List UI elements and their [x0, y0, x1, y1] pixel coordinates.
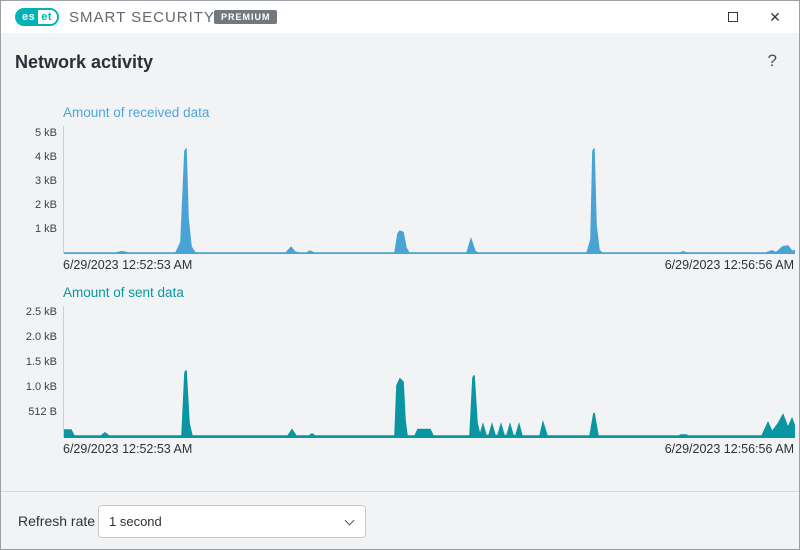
maximize-button[interactable] [719, 4, 747, 30]
sent-area-series [64, 370, 795, 438]
y-axis-tick-label: 1.5 kB [25, 356, 57, 368]
y-axis-tick-label: 5 kB [34, 127, 57, 139]
eset-logo-right: et [38, 10, 58, 24]
y-axis-tick-label: 512 B [28, 406, 57, 418]
y-axis-tick-label: 2.5 kB [25, 306, 57, 318]
x-axis-labels: 6/29/2023 12:52:53 AM 6/29/2023 12:56:56… [63, 258, 794, 274]
y-axis-tick-label: 4 kB [34, 151, 57, 163]
x-axis-start-label: 6/29/2023 12:52:53 AM [63, 258, 193, 272]
product-name: SMART SECURITY [69, 9, 215, 26]
sent-plot [63, 306, 795, 438]
footer-bar: Refresh rate 1 second [1, 491, 799, 549]
received-plot [63, 126, 795, 254]
y-axis-tick-label: 3 kB [34, 175, 57, 187]
x-axis-end-label: 6/29/2023 12:56:56 AM [664, 258, 794, 272]
refresh-rate-value: 1 second [109, 514, 162, 529]
eset-logo: es et [15, 8, 60, 26]
y-axis-tick-label: 1 kB [34, 223, 57, 235]
y-axis-tick-label: 1.0 kB [25, 381, 57, 393]
close-icon: ✕ [769, 9, 781, 25]
eset-logo-left: es [17, 10, 39, 24]
chevron-down-icon [344, 515, 355, 526]
x-axis-start-label: 6/29/2023 12:52:53 AM [63, 442, 193, 456]
y-axis-tick-label: 2 kB [34, 199, 57, 211]
chart-title: Amount of sent data [63, 285, 184, 300]
x-axis-end-label: 6/29/2023 12:56:56 AM [664, 442, 794, 456]
x-axis-labels: 6/29/2023 12:52:53 AM 6/29/2023 12:56:56… [63, 442, 794, 458]
window-controls: ✕ [719, 1, 789, 33]
page-title: Network activity [15, 52, 154, 72]
close-button[interactable]: ✕ [761, 4, 789, 30]
received-area-series [64, 147, 795, 254]
maximize-icon [728, 12, 738, 22]
help-icon[interactable]: ? [767, 51, 777, 70]
refresh-rate-select[interactable]: 1 second [98, 505, 366, 538]
premium-badge: PREMIUM [214, 10, 277, 24]
titlebar: es et SMART SECURITY PREMIUM ✕ [1, 1, 799, 33]
refresh-rate-label: Refresh rate [18, 513, 96, 529]
y-axis-tick-label: 2.0 kB [25, 331, 57, 343]
chart-title: Amount of received data [63, 105, 210, 120]
